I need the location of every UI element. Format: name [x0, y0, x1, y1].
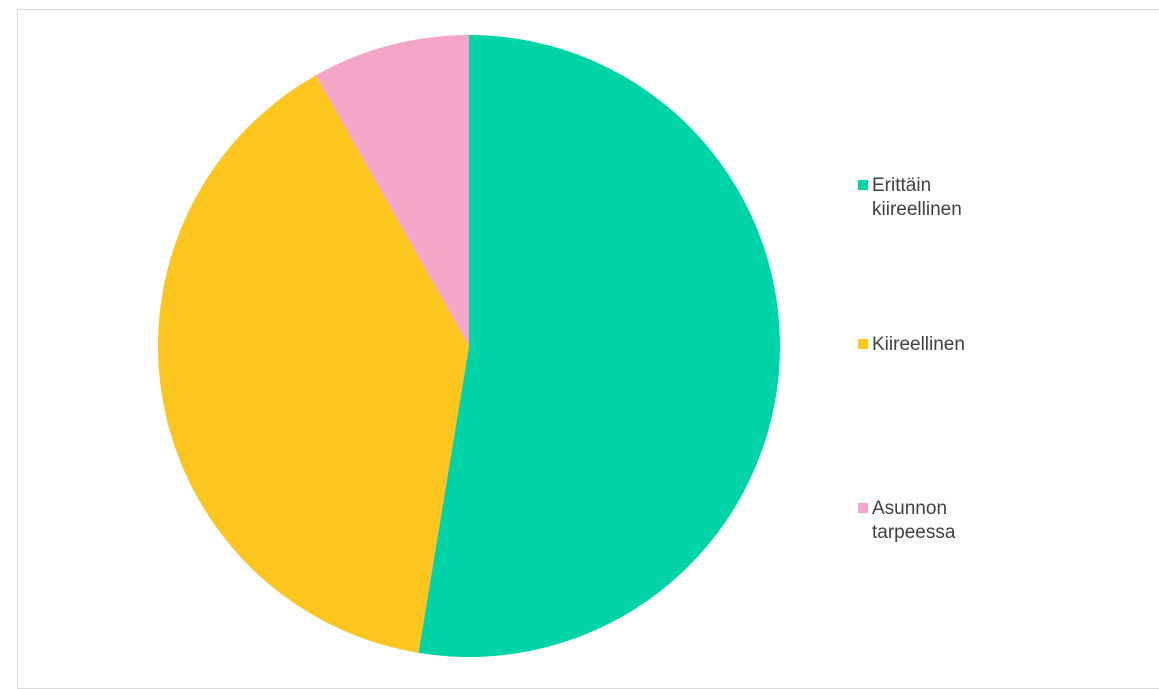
legend-label-asunnon-tarpeessa: Asunnon tarpeessa [872, 498, 956, 543]
pie-slice-asunnon-tarpeessa [315, 35, 469, 346]
legend-item-asunnon-tarpeessa: Asunnon tarpeessa [858, 497, 1012, 545]
legend: Erittäin kiireellinen Kiireellinen Asunn… [858, 0, 1078, 676]
legend-swatch-erittain-kiireellinen [858, 180, 868, 190]
pie-slice-erittain-kiireellinen [418, 35, 781, 658]
legend-label-kiireellinen: Kiireellinen [872, 334, 965, 355]
legend-label-erittain-kiireellinen: Erittäin kiireellinen [872, 175, 962, 220]
legend-swatch-kiireellinen [858, 339, 868, 349]
legend-swatch-asunnon-tarpeessa [858, 503, 868, 513]
legend-item-kiireellinen: Kiireellinen [858, 333, 1012, 357]
legend-item-erittain-kiireellinen: Erittäin kiireellinen [858, 174, 1012, 222]
pie-slice-kiireellinen [158, 75, 469, 653]
